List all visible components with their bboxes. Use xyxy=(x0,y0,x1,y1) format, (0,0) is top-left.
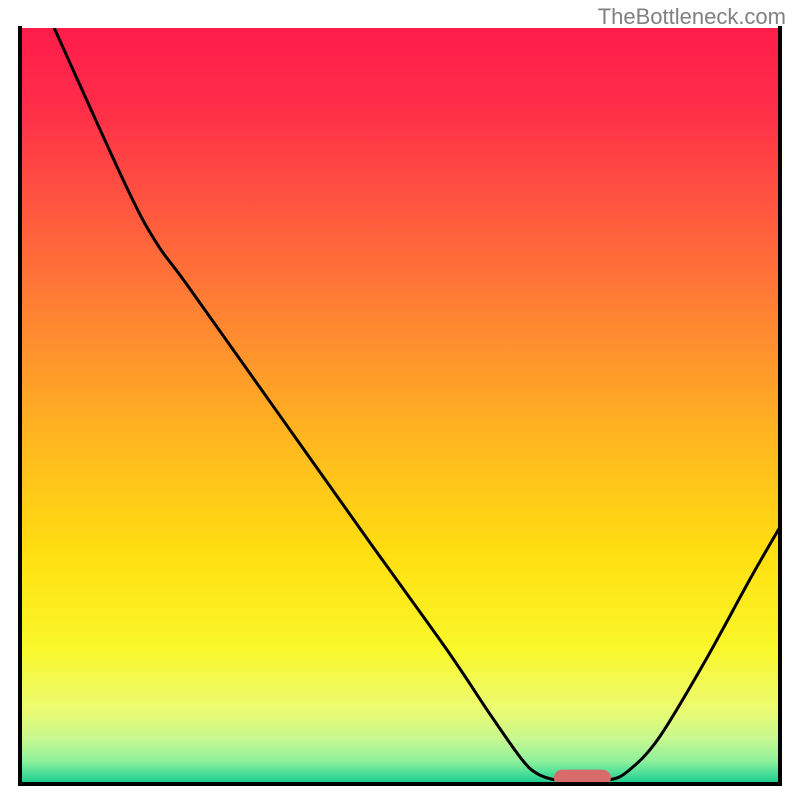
gradient-background xyxy=(20,28,780,784)
chart-root: TheBottleneck.com xyxy=(0,0,800,800)
watermark-text: TheBottleneck.com xyxy=(598,4,786,30)
bottleneck-curve-chart xyxy=(0,0,800,800)
